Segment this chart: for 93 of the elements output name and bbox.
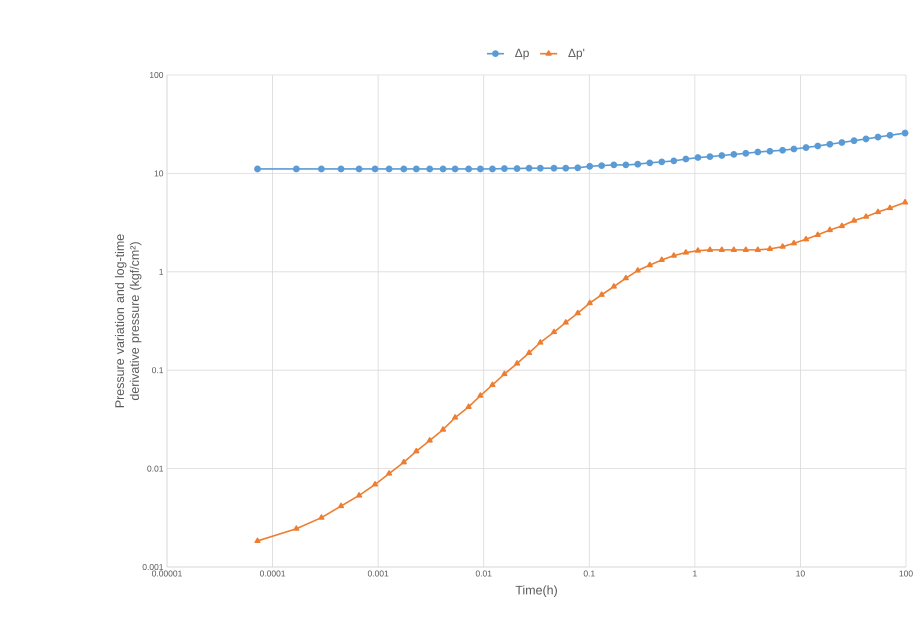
point bbox=[694, 154, 702, 161]
y-tick-label: 0.01 bbox=[147, 466, 164, 472]
point bbox=[886, 132, 894, 139]
x-tick-label: 0.0001 bbox=[260, 570, 286, 577]
point bbox=[658, 256, 665, 262]
point bbox=[646, 159, 654, 166]
point bbox=[622, 162, 630, 168]
point bbox=[838, 139, 846, 146]
point bbox=[489, 166, 496, 172]
x-tick-label: 0.00001 bbox=[152, 570, 182, 577]
point bbox=[634, 267, 641, 273]
point bbox=[850, 137, 858, 144]
point bbox=[500, 165, 508, 172]
point bbox=[598, 162, 606, 170]
point bbox=[477, 392, 484, 398]
point bbox=[779, 146, 786, 154]
point bbox=[586, 162, 594, 170]
legend-label: Δp bbox=[515, 48, 529, 60]
point bbox=[574, 310, 581, 316]
y-axis-title: Pressure variation and log-time derivative pressure (kgf/cm²) bbox=[114, 234, 142, 408]
point bbox=[670, 157, 678, 164]
point bbox=[489, 382, 496, 388]
point bbox=[550, 164, 558, 172]
point bbox=[622, 274, 629, 280]
point bbox=[610, 283, 617, 289]
x-tick-label: 1 bbox=[693, 570, 697, 576]
legend-label: Δp' bbox=[568, 48, 584, 60]
point bbox=[766, 148, 774, 155]
point bbox=[682, 249, 689, 255]
point bbox=[536, 164, 544, 172]
point bbox=[501, 370, 508, 376]
point bbox=[562, 164, 570, 172]
point bbox=[862, 136, 870, 142]
y-tick-label: 10 bbox=[154, 170, 164, 176]
y-tick-label: 1 bbox=[159, 268, 164, 275]
point bbox=[514, 165, 520, 172]
point bbox=[586, 300, 593, 306]
y-tick-label: 100 bbox=[150, 72, 164, 78]
point bbox=[634, 160, 642, 168]
point bbox=[814, 142, 822, 150]
point bbox=[526, 164, 532, 172]
x-axis-title: Time(h) bbox=[516, 585, 557, 597]
point bbox=[658, 158, 666, 166]
point bbox=[718, 246, 725, 252]
point bbox=[742, 246, 749, 252]
point bbox=[452, 166, 459, 172]
x-tick-label: 0.001 bbox=[368, 570, 388, 577]
point bbox=[838, 222, 845, 228]
y-tick-label: 0.001 bbox=[142, 564, 164, 570]
point bbox=[562, 319, 569, 325]
point bbox=[526, 349, 532, 355]
point bbox=[682, 156, 690, 162]
y-tick-label: 0.1 bbox=[152, 367, 164, 374]
x-tick-label: 0.01 bbox=[476, 570, 492, 577]
point bbox=[814, 232, 821, 238]
point bbox=[730, 246, 737, 252]
point bbox=[874, 134, 882, 140]
point bbox=[706, 153, 714, 160]
point bbox=[452, 414, 458, 420]
point bbox=[730, 150, 738, 158]
point bbox=[790, 146, 798, 152]
point bbox=[598, 291, 605, 297]
point bbox=[706, 246, 713, 252]
point bbox=[514, 360, 520, 366]
point bbox=[646, 262, 653, 268]
point bbox=[754, 246, 761, 252]
point bbox=[694, 247, 702, 253]
point bbox=[537, 339, 544, 345]
point bbox=[790, 240, 797, 246]
point bbox=[670, 252, 677, 258]
point bbox=[754, 148, 762, 156]
point bbox=[802, 144, 810, 151]
point bbox=[476, 166, 484, 172]
x-tick-label: 10 bbox=[796, 570, 805, 577]
point bbox=[862, 213, 870, 219]
point bbox=[802, 236, 810, 242]
point bbox=[574, 164, 582, 172]
point bbox=[826, 226, 833, 232]
point bbox=[610, 162, 618, 168]
point bbox=[440, 426, 446, 432]
x-tick-label: 0.1 bbox=[584, 570, 595, 577]
point bbox=[886, 204, 894, 210]
point bbox=[742, 150, 750, 157]
x-tick-label: 100 bbox=[900, 570, 913, 577]
point bbox=[466, 403, 472, 409]
point bbox=[850, 217, 858, 223]
point bbox=[780, 243, 786, 249]
point bbox=[874, 208, 882, 214]
point bbox=[826, 140, 834, 148]
point bbox=[766, 245, 773, 251]
point bbox=[550, 328, 558, 334]
point bbox=[718, 152, 726, 159]
point bbox=[465, 166, 472, 172]
